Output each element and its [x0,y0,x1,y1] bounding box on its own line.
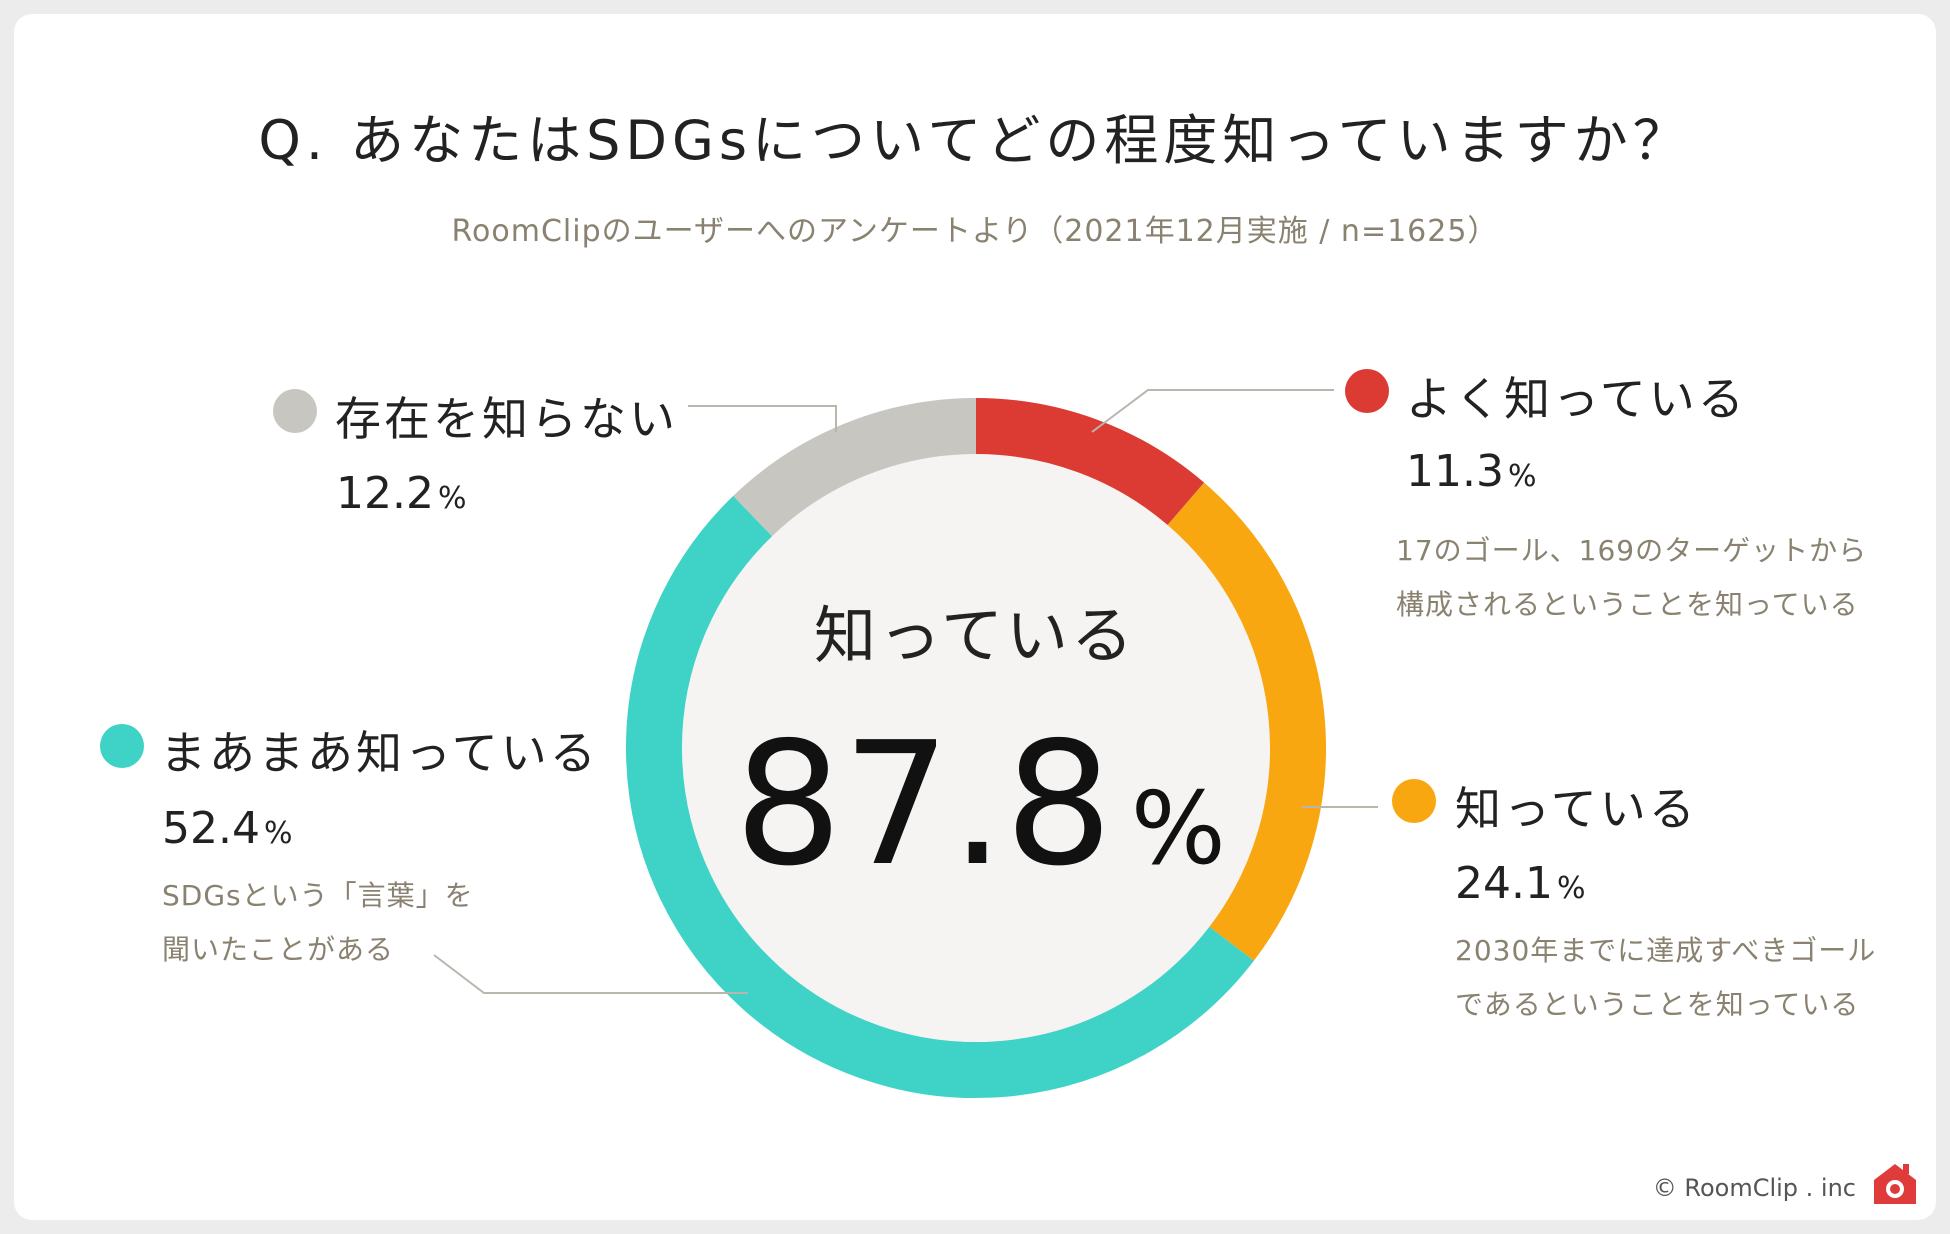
slice-percent-unknown: 12.2% [336,468,466,519]
legend-dot-somewhat-known [100,724,144,768]
slice-arc-known [1167,482,1326,961]
note-line: であるということを知っている [1455,988,1860,1021]
slice-percent-value: 52.4 [162,803,260,854]
legend-dot-well-known [1345,369,1389,413]
leader-line-unknown [688,405,837,432]
slice-note-known: 2030年までに達成すべきゴール であるということを知っている [1455,924,1876,1032]
note-line: 構成されるということを知っている [1396,588,1859,621]
slice-percent-value: 11.3 [1406,446,1504,497]
slice-label-somewhat-known: まあまあ知っている [160,726,599,780]
slice-percent-unit: % [263,816,293,851]
legend-dot-known [1392,779,1436,823]
slice-label-unknown: 存在を知らない [335,392,678,446]
legend-dot-unknown [273,389,317,433]
roomclip-house-camera-icon [1874,1164,1916,1204]
donut-inner-fill [671,443,1281,1053]
slice-arc-unknown [733,398,977,537]
center-value-unit: % [1130,770,1226,887]
note-line: 2030年までに達成すべきゴール [1455,934,1877,967]
slice-percent-value: 12.2 [336,468,434,519]
slice-percent-known: 24.1% [1455,858,1585,909]
leader-line-somewhat-known [433,954,748,994]
note-line: 17のゴール、169のターゲットから [1396,534,1868,567]
center-label: 知っている [814,599,1136,672]
center-value: 87.8% [660,720,1300,890]
slice-percent-unit: % [1507,459,1537,494]
slice-percent-somewhat-known: 52.4% [162,803,292,854]
chart-subtitle: RoomClipのユーザーへのアンケートより（2021年12月実施 / n=16… [451,214,1499,249]
copyright-credit: © RoomClip . inc [1652,1174,1856,1202]
center-value-number: 87.8 [734,706,1113,904]
slice-label-well-known: よく知っている [1406,372,1747,426]
note-line: SDGsという「言葉」を [162,879,474,912]
leader-line-well-known [1091,389,1334,433]
slice-arc-somewhat-known [626,495,1254,1098]
slice-percent-well-known: 11.3% [1406,446,1536,497]
chart-title: Q. あなたはSDGsについてどの程度知っていますか？ [258,109,1692,172]
slice-percent-value: 24.1 [1455,858,1553,909]
slice-percent-unit: % [1556,871,1586,906]
slice-note-well-known: 17のゴール、169のターゲットから 構成されるということを知っている [1396,524,1867,632]
note-line: 聞いたことがある [162,933,395,966]
slice-note-somewhat-known: SDGsという「言葉」を 聞いたことがある [162,869,474,977]
slice-percent-unit: % [437,481,467,516]
slice-arc-well-known [975,398,1205,526]
slice-label-known: 知っている [1455,782,1698,836]
